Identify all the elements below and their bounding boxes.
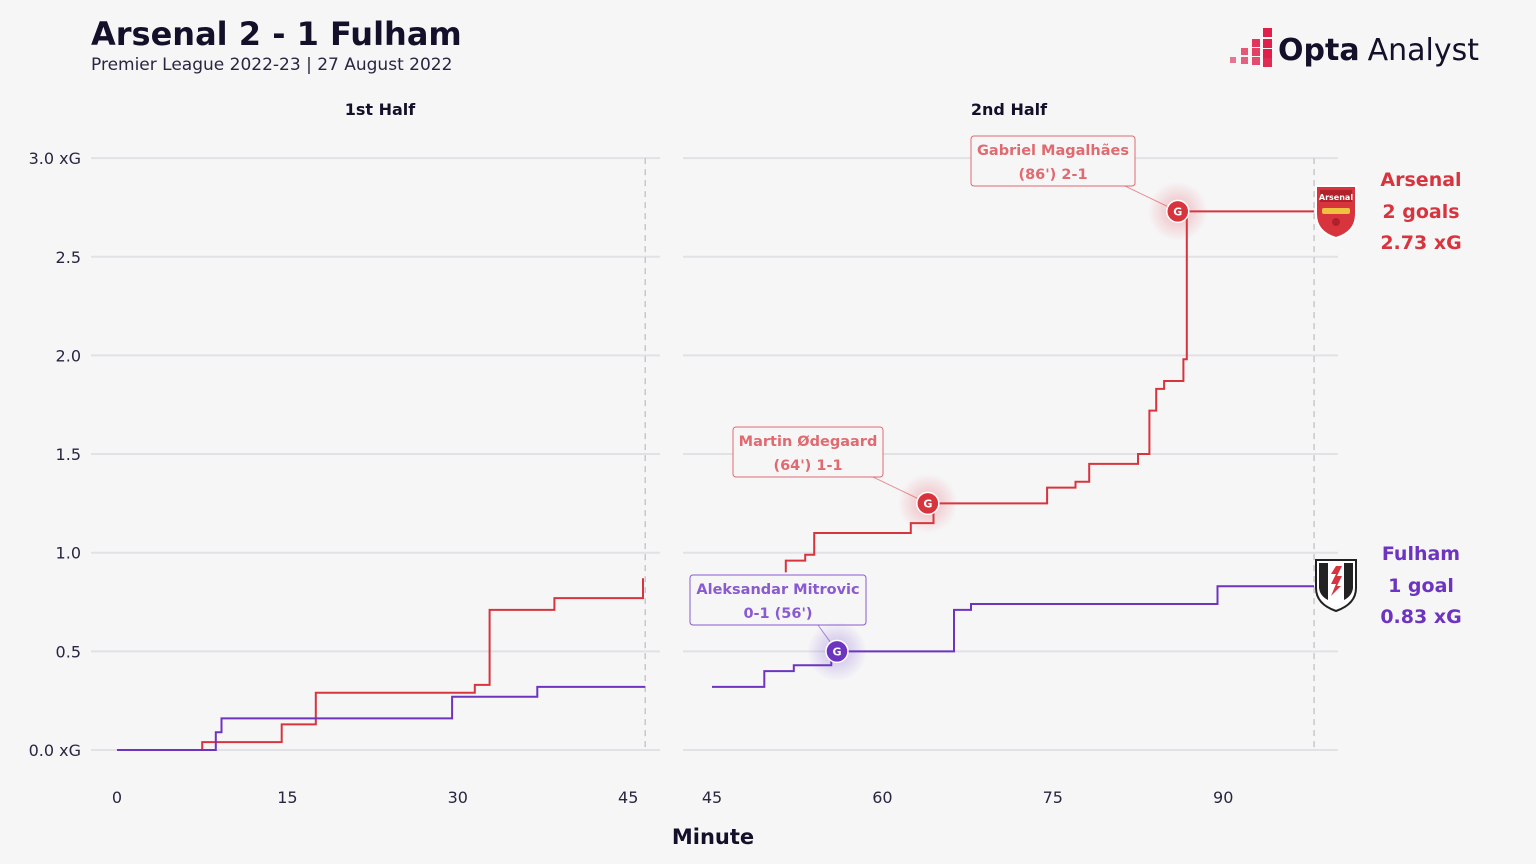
goal-marker-letter: G bbox=[1173, 205, 1182, 218]
arsenal-goals: 2 goals bbox=[1382, 201, 1459, 223]
goal-annotation-box bbox=[732, 426, 884, 478]
chart-subtitle: Premier League 2022-23 | 27 August 2022 bbox=[91, 55, 452, 75]
goal-marker-letter: G bbox=[923, 497, 932, 510]
x-tick-label: 30 bbox=[448, 788, 468, 807]
x-axis-label: Minute bbox=[672, 825, 754, 849]
goal-scorer-label: Gabriel Magalhães bbox=[977, 143, 1129, 159]
x-tick-label: 0 bbox=[112, 788, 122, 807]
brand-dot bbox=[1263, 49, 1272, 58]
arsenal-name: Arsenal bbox=[1380, 169, 1461, 191]
goal-scorer-label: Aleksandar Mitrovic bbox=[696, 582, 859, 598]
goal-annotation-box bbox=[689, 574, 867, 626]
goal-annotation-box bbox=[970, 135, 1136, 187]
brand-bold: Opta bbox=[1278, 33, 1360, 68]
goal-scorer-label: Martin Ødegaard bbox=[739, 434, 878, 450]
fulham-legend: Fulham 1 goal 0.83 xG bbox=[1315, 543, 1462, 628]
brand-dot bbox=[1241, 57, 1248, 64]
first-half-label: 1st Half bbox=[345, 100, 417, 119]
arsenal-xg-line bbox=[784, 210, 1315, 573]
x-axis-ticks: 0 15 30 45 45 60 75 90 bbox=[112, 788, 1233, 807]
x-tick-label: 15 bbox=[277, 788, 297, 807]
brand-light: Analyst bbox=[1368, 33, 1480, 68]
x-tick-label: 90 bbox=[1213, 788, 1233, 807]
x-tick-label: 45 bbox=[702, 788, 722, 807]
arsenal-legend: Arsenal Arsenal 2 goals 2.73 xG bbox=[1315, 169, 1462, 254]
goal-marker-letter: G bbox=[832, 645, 841, 658]
brand-dot bbox=[1263, 39, 1272, 48]
brand-dot bbox=[1241, 48, 1248, 55]
fulham-xg: 0.83 xG bbox=[1380, 606, 1461, 628]
y-tick-label: 2.0 bbox=[56, 346, 81, 365]
brand-dot bbox=[1263, 58, 1272, 67]
x-tick-label: 75 bbox=[1043, 788, 1063, 807]
y-axis-ticks: 0.0 xG 0.5 1.0 1.5 2.0 2.5 3.0 xG bbox=[29, 149, 81, 760]
fulham-crest bbox=[1315, 559, 1357, 613]
y-tick-label: 2.5 bbox=[56, 248, 81, 267]
second-half-label: 2nd Half bbox=[971, 100, 1048, 119]
fulham-name: Fulham bbox=[1382, 543, 1460, 565]
arsenal-crest-text: Arsenal bbox=[1319, 193, 1353, 202]
brand-dot bbox=[1252, 48, 1260, 56]
fulham-goals: 1 goal bbox=[1388, 575, 1454, 597]
goal-score-label: (86') 2-1 bbox=[1018, 167, 1087, 183]
brand-dot bbox=[1252, 57, 1260, 65]
gridlines bbox=[91, 157, 1338, 751]
brand-text: Opta Analyst bbox=[1278, 33, 1479, 68]
goal-marker bbox=[916, 491, 940, 516]
brand-dot bbox=[1263, 28, 1272, 37]
arsenal-xg: 2.73 xG bbox=[1380, 232, 1461, 254]
y-tick-label: 1.5 bbox=[56, 445, 81, 464]
goal-score-label: (64') 1-1 bbox=[773, 458, 842, 474]
opta-analyst-logo: Opta Analyst bbox=[1230, 28, 1479, 68]
series-lines bbox=[117, 210, 1315, 751]
chart-title: Arsenal 2 - 1 Fulham bbox=[91, 15, 462, 53]
brand-dot bbox=[1252, 39, 1260, 47]
goal-markers: Martin Ødegaard (64') 1-1 G Gabriel Magalhã… bbox=[689, 135, 1208, 682]
y-tick-label: 3.0 xG bbox=[29, 149, 81, 168]
brand-dot bbox=[1230, 57, 1236, 63]
goal-score-label: 0-1 (56') bbox=[743, 606, 812, 622]
y-tick-label: 1.0 bbox=[56, 544, 81, 563]
y-tick-label: 0.5 bbox=[56, 642, 81, 661]
arsenal-crest: Arsenal bbox=[1315, 185, 1357, 240]
x-tick-label: 45 bbox=[618, 788, 638, 807]
opta-dots-icon bbox=[1230, 28, 1272, 67]
goal-marker bbox=[1166, 199, 1190, 224]
goal-marker bbox=[825, 639, 849, 664]
fulham-xg-line bbox=[117, 685, 646, 751]
y-tick-label: 0.0 xG bbox=[29, 741, 81, 760]
x-tick-label: 60 bbox=[872, 788, 892, 807]
arsenal-xg-line bbox=[117, 578, 644, 751]
